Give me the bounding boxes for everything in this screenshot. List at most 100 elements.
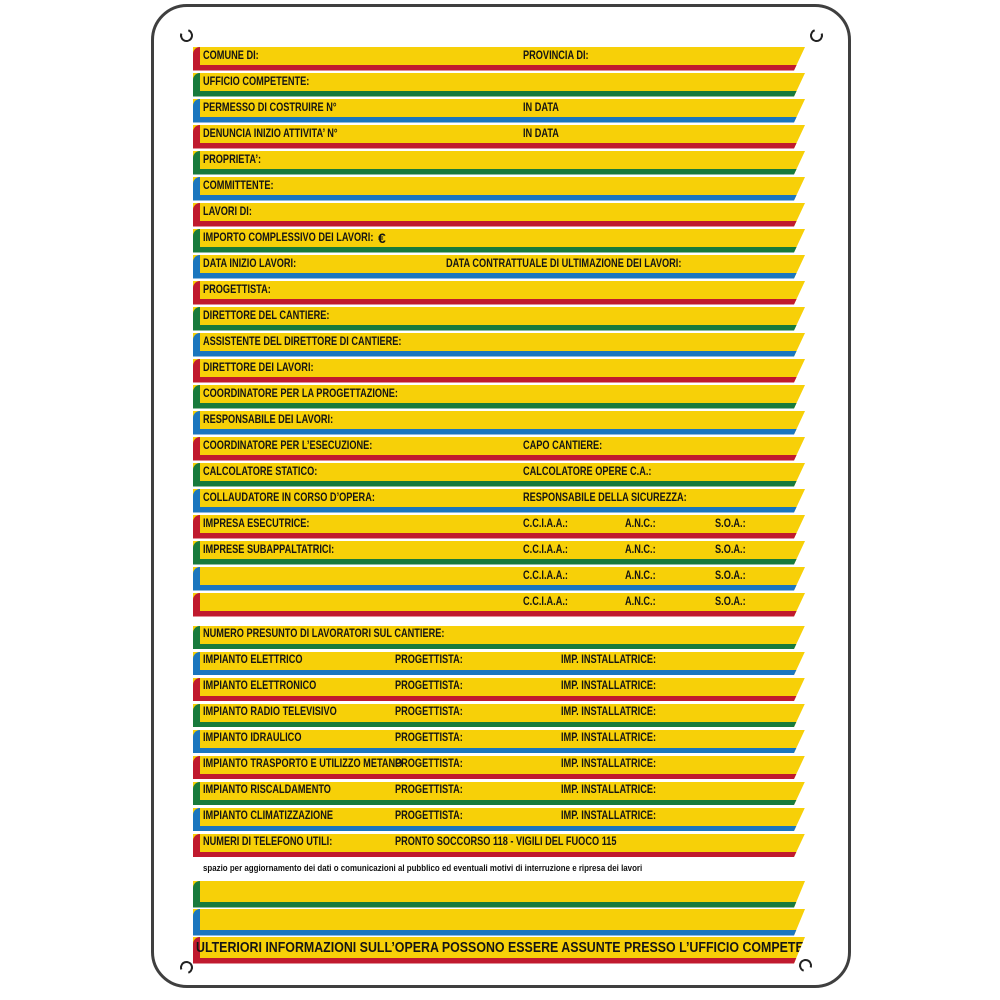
field-label: A.N.C.: [625,543,656,556]
field-label: IMP. INSTALLATRICE: [561,706,657,718]
field-label: PROGETTISTA: [395,732,463,744]
field-label: COMUNE DI: [203,49,259,62]
sign-row: COMMITTENTE: [193,177,805,201]
sign-row: PROPRIETA’: [193,151,805,175]
field-label: PROGETTISTA: [395,654,463,666]
field-label: PROPRIETA’: [203,153,262,166]
field-label: COMMITTENTE: [203,179,274,192]
field-label: DATA INIZIO LAVORI: [203,257,297,270]
field-label: NUMERO PRESUNTO DI LAVORATORI SUL CANTIE… [203,628,445,640]
field-label: LAVORI DI: [203,205,252,218]
sign-row: DIRETTORE DEL CANTIERE: [193,307,805,331]
field-label: PERMESSO DI COSTRUIRE N° [203,101,337,114]
field-label: DIRETTORE DEL CANTIERE: [203,309,330,322]
field-label: IMP. INSTALLATRICE: [561,680,657,692]
sign-rows: COMUNE DI: PROVINCIA DI: UFFICIO COMPETENT… [193,47,805,860]
sign-row: DIRETTORE DEI LAVORI: [193,359,805,383]
field-label: IMP. INSTALLATRICE: [561,784,657,796]
field-label: C.C.I.A.A.: [523,569,568,582]
field-label: S.O.A.: [715,595,746,608]
field-label: PROGETTISTA: [203,283,271,296]
field-label: IMPIANTO ELETTRICO [203,654,303,666]
field-label: PROGETTISTA: [395,810,463,822]
mounting-hook-top-right [807,26,826,45]
blank-update-bar [193,881,805,908]
field-label: CAPO CANTIERE: [523,439,603,452]
sign-board: COMUNE DI: PROVINCIA DI: UFFICIO COMPETENT… [151,4,851,988]
mounting-hook-top-left [177,26,196,45]
sign-row: PROGETTISTA: [193,281,805,305]
field-label: RESPONSABILE DELLA SICUREZZA: [523,491,687,504]
footer-bar: ULTERIORI INFORMAZIONI SULL’OPERA POSSON… [193,937,805,964]
field-label: DATA CONTRATTUALE DI ULTIMAZIONE DEI LAV… [446,257,682,270]
field-label: IMPRESE SUBAPPALTATRICI: [203,543,335,556]
field-label: C.C.I.A.A.: [523,595,568,608]
sign-row: IMPIANTO ELETTRONICO PROGETTISTA: IMP. INS… [193,678,805,702]
sign-row: IMPIANTO RISCALDAMENTO PROGETTISTA: IMP. I… [193,782,805,806]
sign-row: COORDINATORE PER L’ESECUZIONE: CAPO CANTI… [193,437,805,461]
field-label: IN DATA [523,101,559,114]
field-label: IMP. INSTALLATRICE: [561,654,657,666]
field-label: IMPIANTO RISCALDAMENTO [203,784,331,796]
sign-row: COMUNE DI: PROVINCIA DI: [193,47,805,71]
sign-row: NUMERI DI TELEFONO UTILI: PRONTO SOCCORSO… [193,834,805,858]
field-label: DIRETTORE DEI LAVORI: [203,361,314,374]
field-label: PROGETTISTA: [395,680,463,692]
sign-row: UFFICIO COMPETENTE: [193,73,805,97]
field-label: COORDINATORE PER LA PROGETTAZIONE: [203,387,398,400]
field-label: C.C.I.A.A.: [523,517,568,530]
field-label: IN DATA [523,127,559,140]
sign-row: RESPONSABILE DEI LAVORI: [193,411,805,435]
field-label: PROGETTISTA: [395,758,463,770]
update-space-note: spazio per aggiornamento dei dati o comu… [203,863,643,873]
field-label: IMP. INSTALLATRICE: [561,758,657,770]
field-label: IMPIANTO IDRAULICO [203,732,302,744]
field-label: A.N.C.: [625,595,656,608]
field-label: DENUNCIA INIZIO ATTIVITA’ N° [203,127,338,140]
euro-symbol: € [378,230,386,246]
sign-row: NUMERO PRESUNTO DI LAVORATORI SUL CANTIE… [193,626,805,650]
field-label: PROGETTISTA: [395,784,463,796]
field-label: CALCOLATORE OPERE C.A.: [523,465,652,478]
field-label: PROVINCIA DI: [523,49,589,62]
field-label: IMPIANTO TRASPORTO E UTILIZZO METANO [203,758,403,770]
sign-row: DENUNCIA INIZIO ATTIVITA’ N° IN DATA [193,125,805,149]
sign-row: IMPIANTO TRASPORTO E UTILIZZO METANO PROG… [193,756,805,780]
sign-row: IMPIANTO CLIMATIZZAZIONE PROGETTISTA: IMP.… [193,808,805,832]
field-label: IMP. INSTALLATRICE: [561,810,657,822]
sign-row: LAVORI DI: [193,203,805,227]
field-label: ASSISTENTE DEL DIRETTORE DI CANTIERE: [203,335,402,348]
field-label: S.O.A.: [715,569,746,582]
sign-row: IMPIANTO ELETTRICO PROGETTISTA: IMP. INSTA… [193,652,805,676]
sign-row: IMPIANTO IDRAULICO PROGETTISTA: IMP. INSTA… [193,730,805,754]
field-label: S.O.A.: [715,517,746,530]
sign-row: IMPRESE SUBAPPALTATRICI: C.C.I.A.A.: A.N.C… [193,541,805,565]
sign-row: IMPRESA ESECUTRICE: C.C.I.A.A.: A.N.C.: S.O… [193,515,805,539]
field-label: C.C.I.A.A.: [523,543,568,556]
field-label: IMP. INSTALLATRICE: [561,732,657,744]
sign-row: ASSISTENTE DEL DIRETTORE DI CANTIERE: [193,333,805,357]
field-label: IMPORTO COMPLESSIVO DEI LAVORI: [203,231,374,244]
sign-row: CALCOLATORE STATICO: CALCOLATORE OPERE C.… [193,463,805,487]
sign-row: IMPORTO COMPLESSIVO DEI LAVORI: € [193,229,805,253]
field-label: COLLAUDATORE IN CORSO D’OPERA: [203,491,375,504]
sign-row: COLLAUDATORE IN CORSO D’OPERA: RESPONSABI… [193,489,805,513]
field-label: RESPONSABILE DEI LAVORI: [203,413,334,426]
field-label: IMPIANTO RADIO TELEVISIVO [203,706,337,718]
field-label: UFFICIO COMPETENTE: [203,75,310,88]
field-label: A.N.C.: [625,517,656,530]
bottom-bars: ULTERIORI INFORMAZIONI SULL’OPERA POSSON… [193,881,805,965]
sign-row: PERMESSO DI COSTRUIRE N° IN DATA [193,99,805,123]
sign-row: COORDINATORE PER LA PROGETTAZIONE: [193,385,805,409]
sign-row: IMPIANTO RADIO TELEVISIVO PROGETTISTA: IMP… [193,704,805,728]
sign-row: C.C.I.A.A.: A.N.C.: S.O.A.: [193,567,805,591]
field-label: A.N.C.: [625,569,656,582]
field-label: COORDINATORE PER L’ESECUZIONE: [203,439,373,452]
blank-update-bar [193,909,805,936]
field-label: CALCOLATORE STATICO: [203,465,318,478]
field-label: NUMERI DI TELEFONO UTILI: [203,836,333,848]
field-label: S.O.A.: [715,543,746,556]
field-label: IMPIANTO ELETTRONICO [203,680,317,692]
footer-text: ULTERIORI INFORMAZIONI SULL’OPERA POSSON… [196,939,829,956]
field-label: IMPRESA ESECUTRICE: [203,517,310,530]
